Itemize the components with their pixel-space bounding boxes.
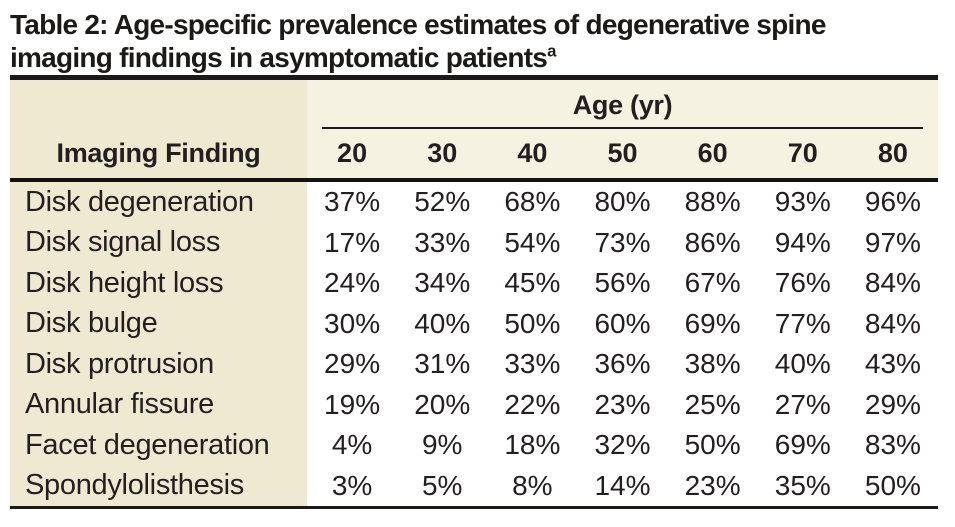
value-cell: 54% <box>504 226 561 258</box>
value-cell: 60% <box>594 307 651 339</box>
value-cell: 30% <box>324 307 381 339</box>
value-cell: 77% <box>774 307 831 339</box>
age-group-header: Age (yr) <box>572 90 673 120</box>
value-cell: 25% <box>684 388 741 420</box>
footnote-marker: a <box>547 41 556 61</box>
value-cell: 69% <box>774 429 831 461</box>
value-cell: 96% <box>864 186 921 218</box>
value-cell: 50% <box>684 429 741 461</box>
value-cell: 86% <box>684 226 741 258</box>
value-cell: 52% <box>414 186 471 218</box>
row-label: Disk degeneration <box>10 182 307 223</box>
table-row: Spondylolisthesis 3% 5% 8% 14% 23% 35% 50% <box>10 465 938 506</box>
value-cell: 22% <box>504 388 561 420</box>
value-cell: 67% <box>684 267 741 299</box>
value-cell: 33% <box>504 348 561 380</box>
table-row: Annular fissure 19% 20% 22% 23% 25% 27% 29% <box>10 384 938 425</box>
value-cell: 29% <box>324 348 381 380</box>
value-cell: 73% <box>594 226 651 258</box>
value-cell: 19% <box>324 388 381 420</box>
value-cell: 4% <box>331 429 373 461</box>
age-column-header: 40 <box>517 138 548 168</box>
table-row: Facet degeneration 4% 9% 18% 32% 50% 69% 83% <box>10 425 938 466</box>
value-cell: 97% <box>864 226 921 258</box>
age-column-header: 20 <box>337 138 368 168</box>
value-cell: 69% <box>684 307 741 339</box>
age-column-header: 30 <box>427 138 458 168</box>
header-divider <box>10 178 938 182</box>
table-caption-line2-text: imaging findings in asymptomatic patient… <box>10 42 548 73</box>
value-cell: 35% <box>774 469 831 501</box>
table-row: Disk degeneration 37% 52% 68% 80% 88% 93% 96% <box>10 182 938 223</box>
row-label: Disk signal loss <box>10 222 307 263</box>
value-cell: 5% <box>421 469 463 501</box>
value-cell: 29% <box>864 388 921 420</box>
imaging-finding-header: Imaging Finding <box>10 80 307 178</box>
value-cell: 38% <box>684 348 741 380</box>
value-cell: 83% <box>864 429 921 461</box>
table-caption-line2: imaging findings in asymptomatic patient… <box>10 41 938 74</box>
value-cell: 40% <box>774 348 831 380</box>
table-row: Disk height loss 24% 34% 45% 56% 67% 76% 84% <box>10 263 938 304</box>
table-row: Disk protrusion 29% 31% 33% 36% 38% 40% 43% <box>10 344 938 385</box>
row-label: Disk height loss <box>10 263 307 304</box>
value-cell: 17% <box>324 226 381 258</box>
title-divider <box>10 75 938 80</box>
value-cell: 24% <box>324 267 381 299</box>
value-cell: 84% <box>864 267 921 299</box>
value-cell: 31% <box>414 348 471 380</box>
value-cell: 23% <box>684 469 741 501</box>
bottom-divider <box>10 506 938 509</box>
table-caption: Table 2: Age-specific prevalence estimat… <box>10 0 938 74</box>
value-cell: 88% <box>684 186 741 218</box>
value-cell: 93% <box>774 186 831 218</box>
value-cell: 80% <box>594 186 651 218</box>
value-cell: 18% <box>504 429 561 461</box>
age-column-header: 70 <box>787 138 818 168</box>
age-column-header: 50 <box>607 138 638 168</box>
value-cell: 76% <box>774 267 831 299</box>
value-cell: 27% <box>774 388 831 420</box>
row-label: Disk protrusion <box>10 344 307 385</box>
age-column-header: 80 <box>877 138 908 168</box>
row-label: Annular fissure <box>10 384 307 425</box>
value-cell: 45% <box>504 267 561 299</box>
table-body: Disk degeneration 37% 52% 68% 80% 88% 93% 96% Di… <box>10 182 938 506</box>
value-cell: 68% <box>504 186 561 218</box>
age-header-group: Age (yr) 20 30 40 50 60 70 80 <box>307 80 938 178</box>
table-row: Disk signal loss 17% 33% 54% 73% 86% 94% 97% <box>10 222 938 263</box>
value-cell: 36% <box>594 348 651 380</box>
row-label: Facet degeneration <box>10 425 307 466</box>
value-cell: 43% <box>864 348 921 380</box>
table-caption-line1: Table 2: Age-specific prevalence estimat… <box>10 9 826 40</box>
value-cell: 50% <box>864 469 921 501</box>
table-header: Imaging Finding Age (yr) 20 30 40 50 60 70 80 <box>10 80 938 178</box>
value-cell: 9% <box>421 429 463 461</box>
value-cell: 94% <box>774 226 831 258</box>
row-label: Spondylolisthesis <box>10 465 307 506</box>
prevalence-table: Imaging Finding Age (yr) 20 30 40 50 60 70 80 … <box>10 80 938 509</box>
age-column-header: 60 <box>697 138 728 168</box>
value-cell: 8% <box>512 469 553 501</box>
value-cell: 84% <box>864 307 921 339</box>
age-underline <box>322 127 923 129</box>
value-cell: 32% <box>594 429 651 461</box>
table-row: Disk bulge 30% 40% 50% 60% 69% 77% 84% <box>10 303 938 344</box>
value-cell: 34% <box>414 267 471 299</box>
value-cell: 14% <box>594 469 651 501</box>
value-cell: 56% <box>594 267 651 299</box>
value-cell: 3% <box>331 469 373 501</box>
value-cell: 33% <box>414 226 471 258</box>
value-cell: 23% <box>594 388 651 420</box>
value-cell: 20% <box>414 388 471 420</box>
value-cell: 37% <box>324 186 381 218</box>
value-cell: 50% <box>504 307 561 339</box>
row-label: Disk bulge <box>10 303 307 344</box>
age-columns-row: 20 30 40 50 60 70 80 <box>307 129 938 178</box>
value-cell: 40% <box>414 307 471 339</box>
